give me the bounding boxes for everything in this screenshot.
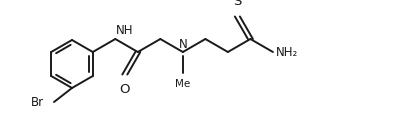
Text: S: S (233, 0, 242, 8)
Text: NH: NH (116, 24, 134, 37)
Text: Me: Me (175, 79, 191, 89)
Text: O: O (120, 83, 130, 95)
Text: NH₂: NH₂ (276, 46, 298, 58)
Text: Br: Br (31, 97, 44, 109)
Text: N: N (178, 38, 187, 51)
